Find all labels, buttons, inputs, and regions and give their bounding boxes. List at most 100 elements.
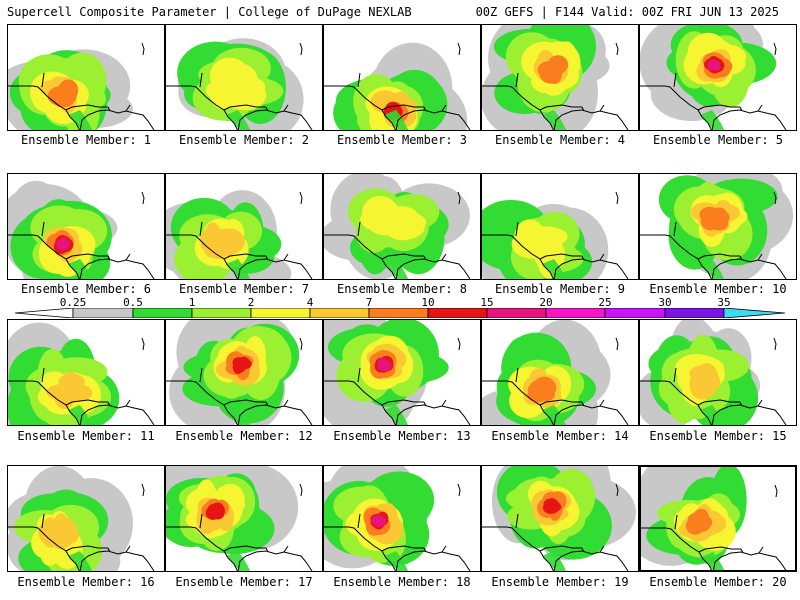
ensemble-panel-20[interactable] <box>639 465 797 572</box>
member-label-6: Ensemble Member: 6 <box>20 282 152 296</box>
member-label-2: Ensemble Member: 2 <box>178 133 310 147</box>
colorbar-segment <box>132 308 193 318</box>
member-label-5: Ensemble Member: 5 <box>652 133 784 147</box>
scp-map-3 <box>324 42 471 130</box>
scp-contour <box>533 376 556 398</box>
member-label-17: Ensemble Member: 17 <box>175 575 313 589</box>
coastline <box>8 367 155 425</box>
colorbar-segment <box>545 308 606 318</box>
colorbar-segment <box>72 308 134 318</box>
colorbar-tick-label: 1 <box>188 296 196 309</box>
ensemble-panel-9[interactable] <box>481 173 639 280</box>
scp-map-9 <box>482 191 629 279</box>
ensemble-panel-3[interactable] <box>323 24 481 131</box>
ensemble-panel-2[interactable] <box>165 24 323 131</box>
ensemble-panel-5[interactable] <box>639 24 797 131</box>
lake-outline <box>299 42 303 56</box>
scp-contour <box>380 361 391 370</box>
ensemble-panel-7[interactable] <box>165 173 323 280</box>
lake-outline <box>457 337 461 351</box>
colorbar-tick-label: 30 <box>658 296 672 309</box>
colorbar-segment <box>664 308 725 318</box>
ensemble-panel-13[interactable] <box>323 319 481 426</box>
colorbar-segment <box>191 308 252 318</box>
scp-contour <box>55 524 79 545</box>
scp-contour <box>689 365 716 382</box>
scp-contour <box>47 91 70 104</box>
lake-outline <box>457 191 461 205</box>
coastline <box>166 221 313 279</box>
scp-contour <box>547 55 569 75</box>
scp-contour <box>68 551 93 571</box>
scp-map-1 <box>8 42 155 130</box>
scp-contour <box>226 110 251 130</box>
ensemble-panel-16[interactable] <box>7 465 165 572</box>
member-label-11: Ensemble Member: 11 <box>17 429 155 443</box>
ensemble-panel-6[interactable] <box>7 173 165 280</box>
colorbar-segment <box>486 308 547 318</box>
member-label-18: Ensemble Member: 18 <box>333 575 471 589</box>
ensemble-panel-1[interactable] <box>7 24 165 131</box>
scp-map-19 <box>482 466 636 571</box>
ensemble-panel-10[interactable] <box>639 173 797 280</box>
scp-contour <box>542 110 567 130</box>
scp-map-2 <box>166 38 313 130</box>
member-label-13: Ensemble Member: 13 <box>333 429 471 443</box>
scp-map-20 <box>641 467 787 570</box>
coastline <box>482 221 629 279</box>
coastline <box>166 513 313 571</box>
coastline <box>641 514 787 570</box>
member-label-8: Ensemble Member: 8 <box>336 282 468 296</box>
colorbar-tick-label: 10 <box>421 296 435 309</box>
coastline <box>8 72 155 130</box>
scp-contour <box>700 405 725 425</box>
scp-map-14 <box>482 320 629 425</box>
colorbar-tick-label: 0.25 <box>59 296 87 309</box>
member-label-7: Ensemble Member: 7 <box>178 282 310 296</box>
member-label-19: Ensemble Member: 19 <box>491 575 629 589</box>
lake-outline <box>299 483 303 497</box>
ensemble-panel-15[interactable] <box>639 319 797 426</box>
scp-contour <box>68 405 93 425</box>
ensemble-panel-19[interactable] <box>481 465 639 572</box>
coastline <box>8 221 155 279</box>
scp-contour <box>58 373 85 392</box>
colorbar-tick-label: 25 <box>598 296 612 309</box>
lake-outline <box>773 42 777 56</box>
colorbar-segment <box>309 308 370 318</box>
colorbar-svg <box>15 308 785 318</box>
scp-map-13 <box>324 320 471 425</box>
coastline <box>482 72 629 130</box>
colorbar-segment <box>250 308 311 318</box>
coastline <box>324 221 471 279</box>
scp-contour <box>234 360 246 373</box>
scp-contour <box>226 405 251 425</box>
colorbar-segment <box>368 308 429 318</box>
ensemble-panel-4[interactable] <box>481 24 639 131</box>
scp-contour <box>543 504 559 514</box>
scp-contour <box>375 516 387 527</box>
scp-map-11 <box>8 322 155 425</box>
scp-map-15 <box>640 320 787 425</box>
scp-map-5 <box>640 25 787 130</box>
lake-outline <box>615 42 619 56</box>
lake-outline <box>141 191 145 205</box>
scp-contour <box>537 229 561 253</box>
ensemble-panel-17[interactable] <box>165 465 323 572</box>
scp-contour <box>361 209 399 232</box>
lake-outline <box>299 337 303 351</box>
coastline <box>166 367 313 425</box>
ensemble-panel-14[interactable] <box>481 319 639 426</box>
ensemble-panel-12[interactable] <box>165 319 323 426</box>
ensemble-panel-18[interactable] <box>323 465 481 572</box>
ensemble-panel-11[interactable] <box>7 319 165 426</box>
colorbar-tick-label: 15 <box>480 296 494 309</box>
scp-contour <box>68 259 93 279</box>
coastline <box>640 72 787 130</box>
lake-outline <box>615 191 619 205</box>
scp-map-7 <box>166 190 313 279</box>
member-label-9: Ensemble Member: 9 <box>494 282 626 296</box>
colorbar-tick-label: 0.5 <box>123 296 143 309</box>
scp-map-6 <box>8 180 155 279</box>
ensemble-panel-8[interactable] <box>323 173 481 280</box>
